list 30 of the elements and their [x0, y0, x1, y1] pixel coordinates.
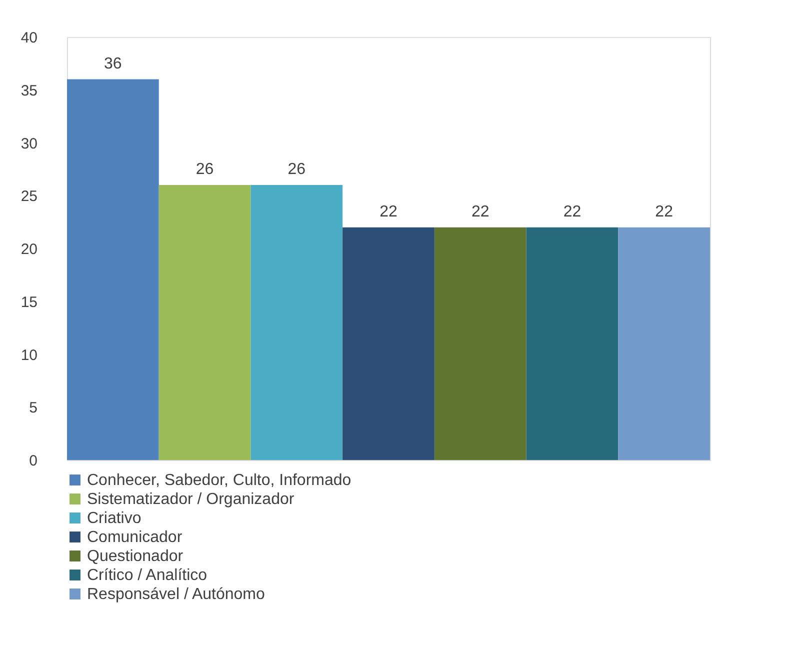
y-tick-label: 5: [29, 400, 38, 417]
y-tick-label: 25: [20, 188, 38, 206]
data-label: 36: [104, 55, 122, 72]
data-label: 22: [471, 203, 490, 220]
y-tick-label: 0: [29, 452, 38, 470]
bar: [342, 227, 434, 460]
y-tick-label: 10: [20, 346, 38, 364]
data-label: 22: [380, 203, 398, 220]
bar: [618, 227, 710, 460]
y-tick-label: 35: [20, 82, 38, 100]
legend-label: Crítico / Analítico: [87, 567, 208, 584]
y-tick-label: 40: [20, 30, 38, 46]
legend-label: Criativo: [87, 510, 142, 527]
y-tick-label: 30: [20, 135, 38, 152]
legend-label: Responsável / Autónomo: [87, 586, 265, 603]
bar: [67, 79, 159, 460]
bar: [526, 227, 618, 460]
data-label: 22: [563, 203, 582, 220]
data-label: 22: [655, 203, 674, 220]
data-label: 26: [288, 161, 306, 178]
legend-label: Questionador: [87, 548, 184, 565]
legend-label: Conhecer, Sabedor, Culto, Informado: [87, 472, 352, 489]
y-tick-label: 20: [20, 241, 38, 258]
bar: [434, 227, 526, 460]
bar: [158, 185, 251, 460]
data-label: 26: [196, 161, 214, 178]
legend-label: Sistematizador / Organizador: [87, 491, 295, 508]
y-tick-label: 15: [20, 294, 38, 311]
bar: [250, 185, 343, 460]
legend-label: Comunicador: [87, 529, 183, 546]
